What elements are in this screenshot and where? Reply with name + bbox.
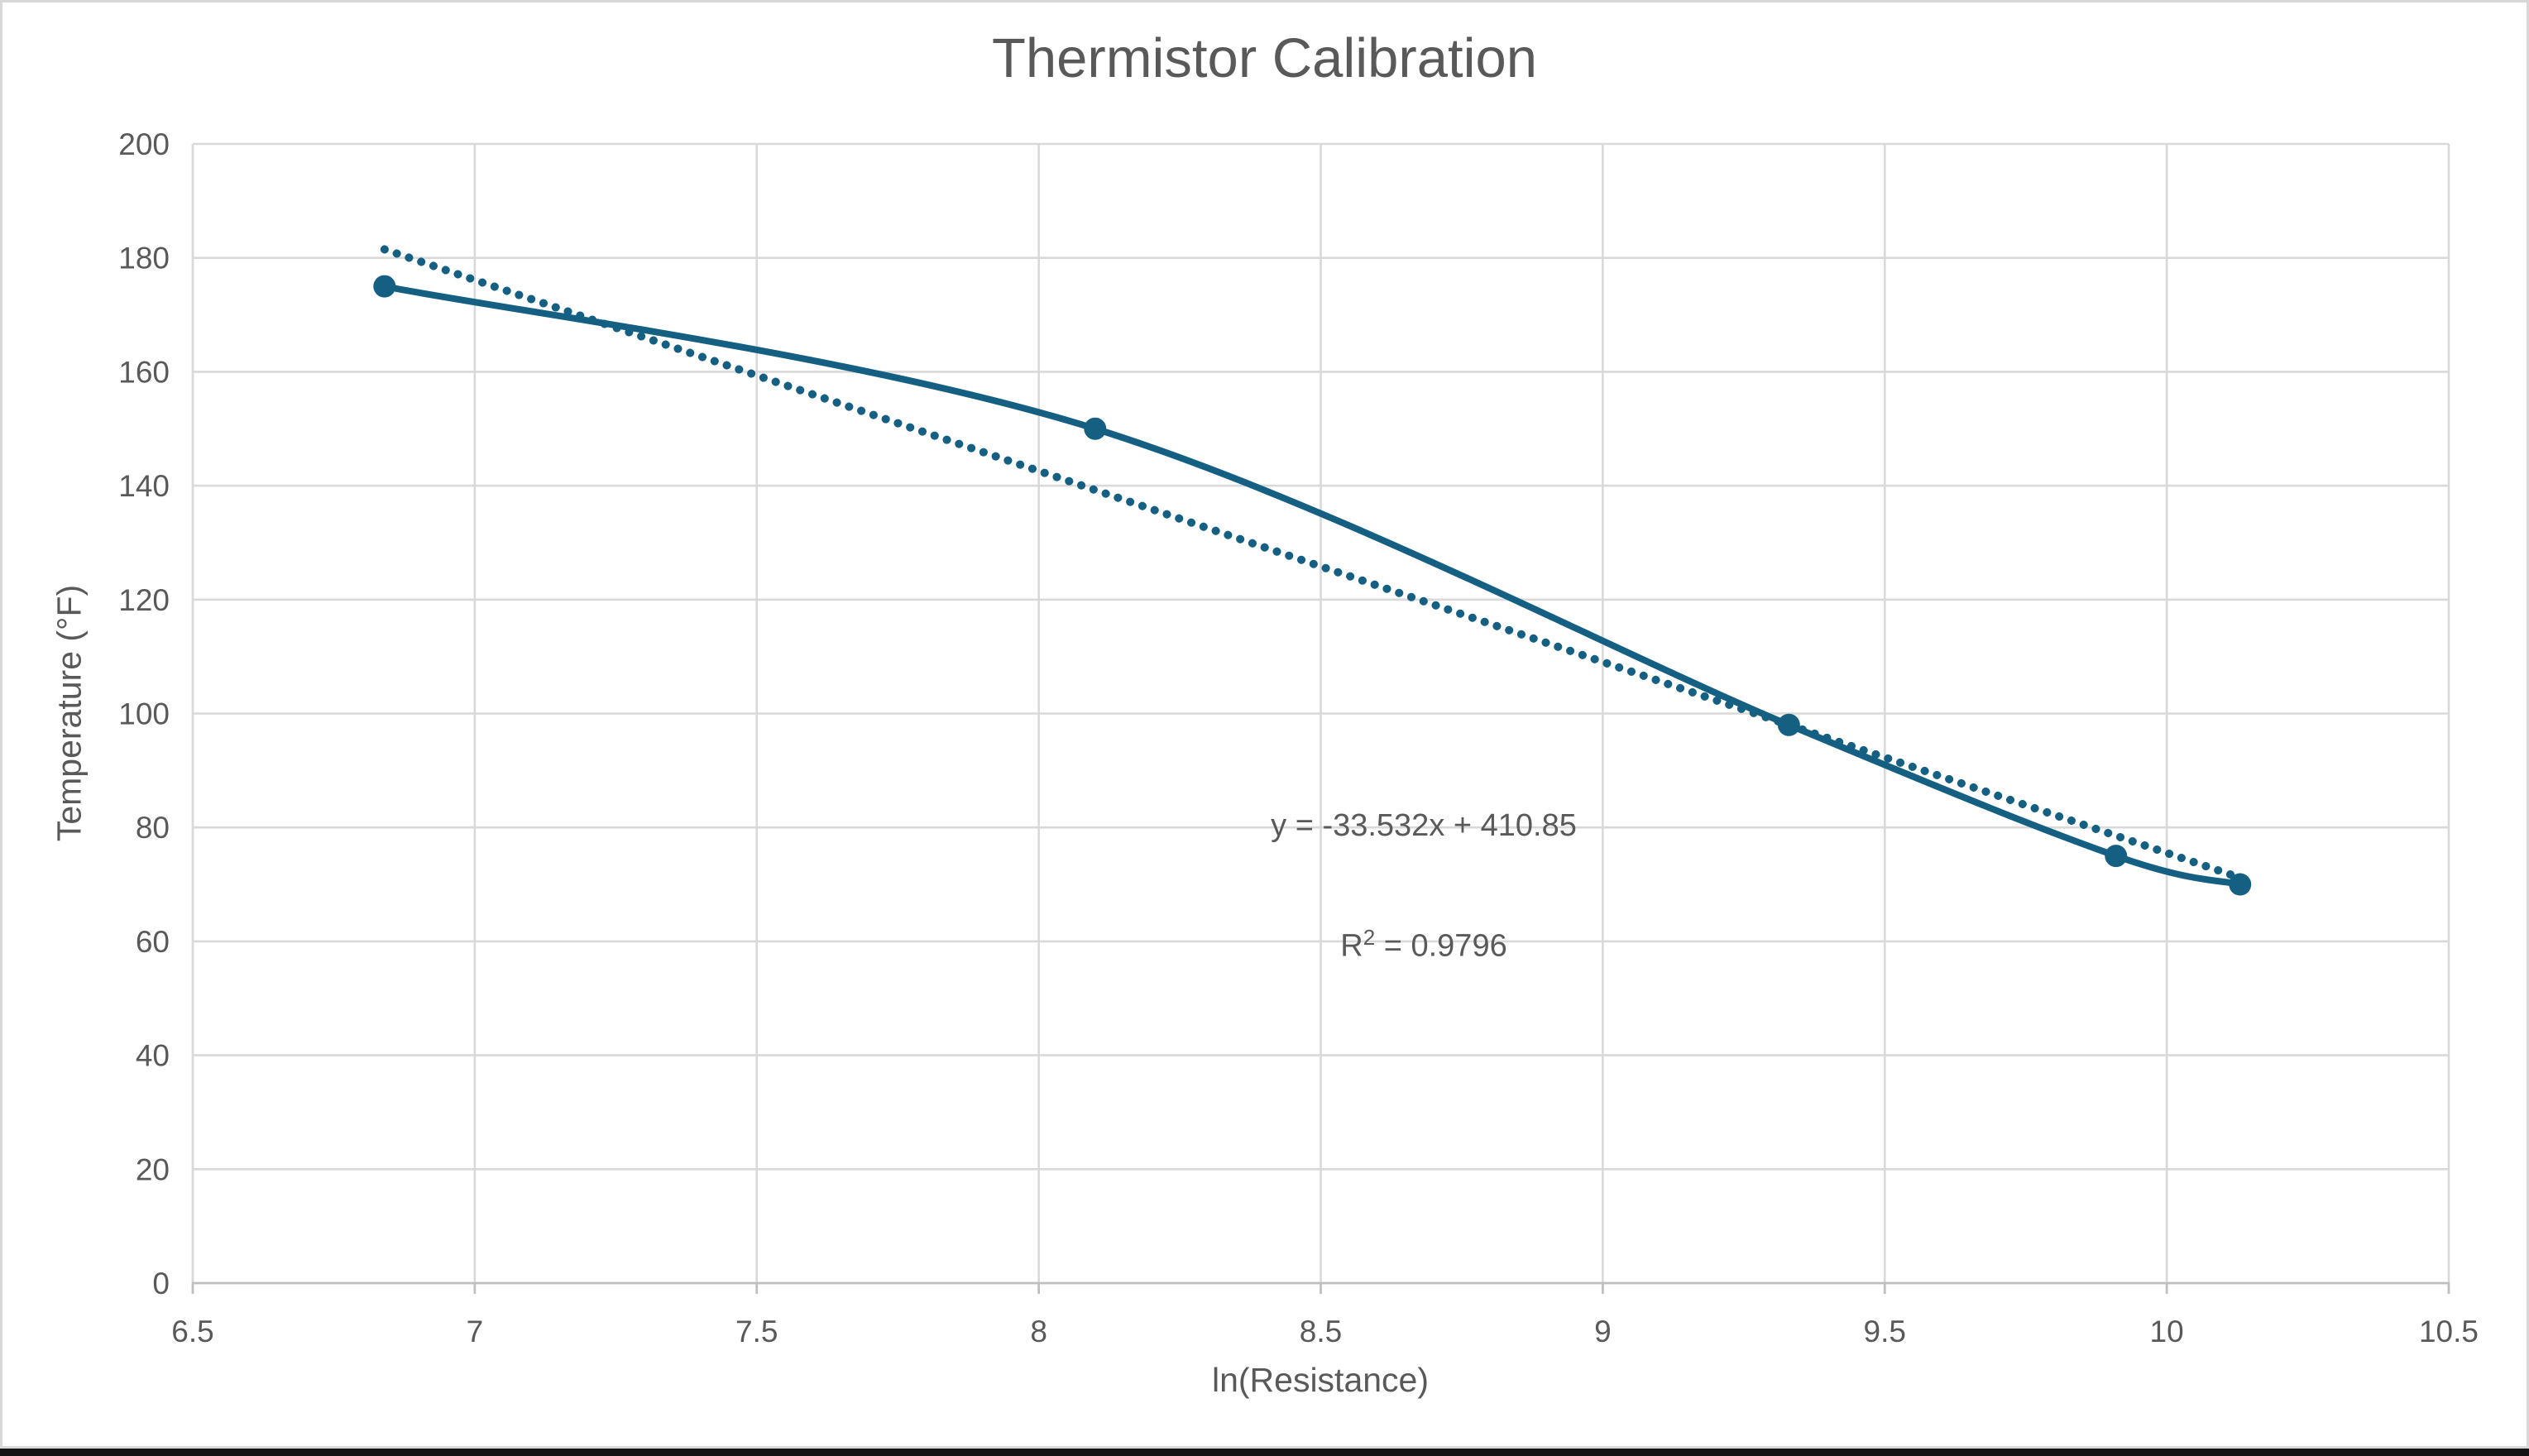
y-tick-label: 0 (152, 1267, 170, 1300)
data-point-marker (373, 275, 396, 298)
x-tick-label: 9 (1594, 1315, 1612, 1348)
y-tick-label: 20 (136, 1152, 170, 1186)
trend-r-squared-line: R2 = 0.9796 (1340, 925, 1507, 964)
trend-equation-line: y = -33.532x + 410.85 (1271, 808, 1577, 843)
chart-title: Thermistor Calibration (991, 27, 1538, 89)
y-tick-label: 60 (136, 925, 170, 959)
bottom-edge-bar (0, 1449, 2529, 1456)
y-tick-label: 140 (118, 469, 170, 503)
x-tick-label: 7.5 (735, 1315, 778, 1348)
trendline-dotted (380, 245, 2244, 882)
y-axis-title: Temperature (°F) (50, 584, 89, 842)
x-tick-label: 8 (1030, 1315, 1047, 1348)
data-point-marker (1777, 713, 1800, 736)
x-axis-title: ln(Resistance) (1211, 1361, 1430, 1399)
y-tick-label: 100 (118, 697, 170, 731)
y-tick-label: 180 (118, 242, 170, 275)
data-point-marker (2229, 873, 2252, 896)
trendline-equation-label: y = -33.532x + 410.85 R2 = 0.9796 (1271, 733, 1577, 1003)
y-tick-label: 40 (136, 1039, 170, 1073)
x-tick-label: 10 (2150, 1315, 2184, 1348)
x-tick-label: 8.5 (1300, 1315, 1342, 1348)
data-point-marker (2105, 845, 2128, 868)
y-tick-label: 160 (118, 355, 170, 389)
y-tick-label: 80 (136, 811, 170, 845)
x-tick-label: 7 (467, 1315, 484, 1348)
data-point-marker (1084, 417, 1107, 440)
x-tick-label: 10.5 (2419, 1315, 2479, 1348)
y-tick-label: 200 (118, 127, 170, 161)
x-tick-label: 6.5 (171, 1315, 213, 1348)
x-tick-label: 9.5 (1864, 1315, 1906, 1348)
y-tick-label: 120 (118, 583, 170, 617)
series-smooth-line (381, 283, 2244, 888)
